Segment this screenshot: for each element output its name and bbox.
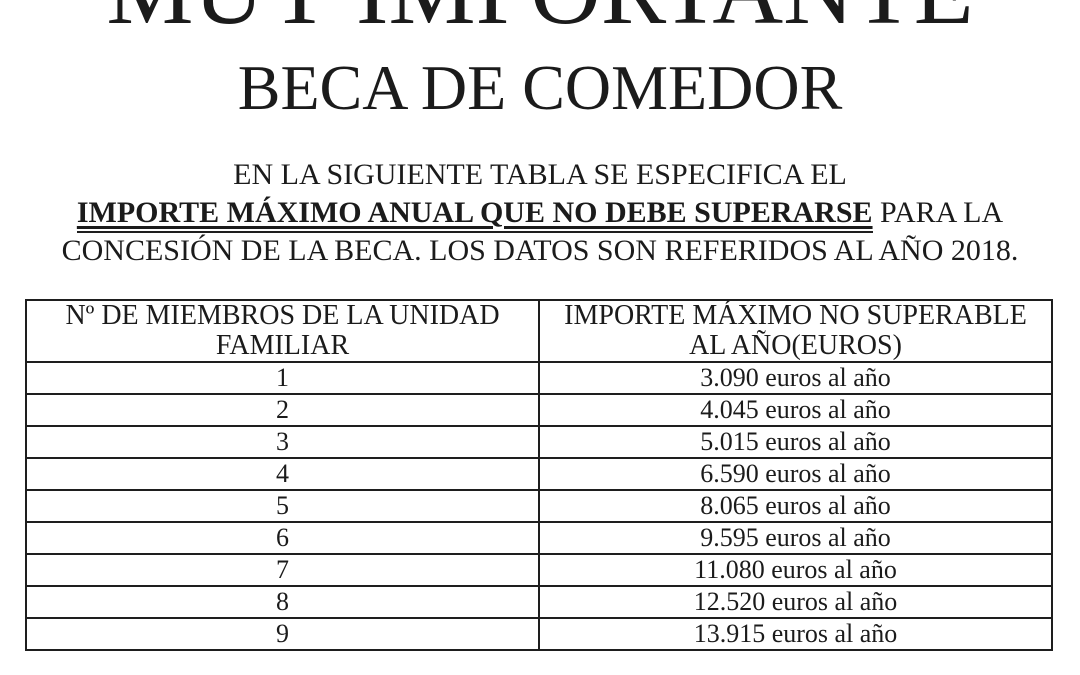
page-title-top: MUY IMPORTANTE xyxy=(0,0,1080,40)
table-row: 7 11.080 euros al año xyxy=(25,553,1053,587)
table-row: 6 9.595 euros al año xyxy=(25,521,1053,555)
table-header-row: Nº DE MIEMBROS DE LA UNIDAD FAMILIAR IMP… xyxy=(25,299,1053,363)
cell-members: 6 xyxy=(25,521,540,555)
intro-line1: EN LA SIGUIENTE TABLA SE ESPECIFICA EL xyxy=(233,158,847,191)
table-row: 4 6.590 euros al año xyxy=(25,457,1053,491)
table-row: 3 5.015 euros al año xyxy=(25,425,1053,459)
cell-members: 7 xyxy=(25,553,540,587)
cell-members: 2 xyxy=(25,393,540,427)
cell-amount: 4.045 euros al año xyxy=(538,393,1053,427)
cell-members: 9 xyxy=(25,617,540,651)
cell-members: 8 xyxy=(25,585,540,619)
cell-amount: 13.915 euros al año xyxy=(538,617,1053,651)
cell-members: 1 xyxy=(25,361,540,395)
cell-amount: 9.595 euros al año xyxy=(538,521,1053,555)
cell-amount: 5.015 euros al año xyxy=(538,425,1053,459)
intro-emphasis-underlined: IMPORTE MÁXIMO ANUAL QUE NO DEBE SUPERAR… xyxy=(76,196,873,233)
intro-line2-tail: PARA LA xyxy=(872,196,1004,229)
column-header-members: Nº DE MIEMBROS DE LA UNIDAD FAMILIAR xyxy=(25,299,540,363)
table-row: 8 12.520 euros al año xyxy=(25,585,1053,619)
column-header-amount: IMPORTE MÁXIMO NO SUPERABLE AL AÑO(EUROS… xyxy=(538,299,1053,363)
intro-paragraph: EN LA SIGUIENTE TABLA SE ESPECIFICA EL I… xyxy=(0,156,1080,270)
cell-amount: 6.590 euros al año xyxy=(538,457,1053,491)
cell-members: 3 xyxy=(25,425,540,459)
cell-members: 5 xyxy=(25,489,540,523)
table-row: 2 4.045 euros al año xyxy=(25,393,1053,427)
cell-amount: 11.080 euros al año xyxy=(538,553,1053,587)
page-title-main: BECA DE COMEDOR xyxy=(237,52,843,123)
table-header: Nº DE MIEMBROS DE LA UNIDAD FAMILIAR IMP… xyxy=(25,299,1053,363)
income-limits-table: Nº DE MIEMBROS DE LA UNIDAD FAMILIAR IMP… xyxy=(25,299,1053,651)
cell-members: 4 xyxy=(25,457,540,491)
table-row: 9 13.915 euros al año xyxy=(25,617,1053,651)
table-row: 1 3.090 euros al año xyxy=(25,361,1053,395)
intro-line3: CONCESIÓN DE LA BECA. LOS DATOS SON REFE… xyxy=(61,234,1019,267)
table-body: 1 3.090 euros al año 2 4.045 euros al año 3 5… xyxy=(25,361,1053,651)
cell-amount: 12.520 euros al año xyxy=(538,585,1053,619)
cell-amount: 8.065 euros al año xyxy=(538,489,1053,523)
cell-amount: 3.090 euros al año xyxy=(538,361,1053,395)
table-row: 5 8.065 euros al año xyxy=(25,489,1053,523)
